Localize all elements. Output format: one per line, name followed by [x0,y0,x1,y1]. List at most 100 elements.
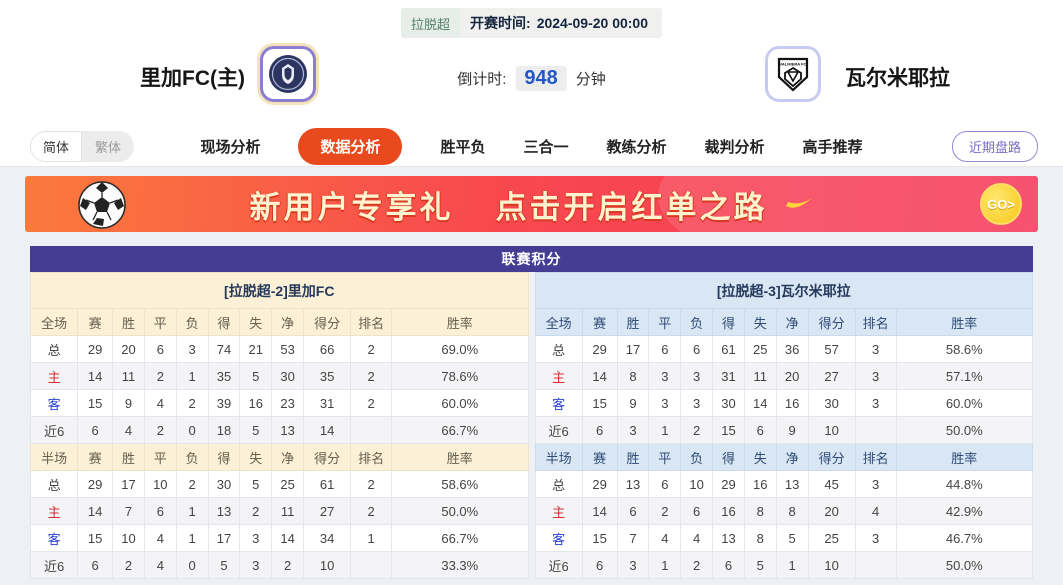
stat-cell: 3 [175,335,209,363]
stat-cell: 0 [175,551,209,579]
stat-cell: 16 [239,389,273,417]
standings-row-home: 主 14 11 2 1 35 5 30 35 2 78.6% [29,362,529,390]
stat-cell: 1 [175,497,209,525]
nav-item[interactable]: 裁判分析 [704,139,765,156]
standings-row-total: 总 29 17 6 6 61 25 36 57 3 58.6% [534,335,1034,363]
lang-toggle[interactable]: 简体 繁体 [30,131,135,162]
stat-cell: 21 [239,335,273,363]
stat-cell: 16 [743,470,777,498]
stat-cell: 14 [77,497,114,525]
stat-cell: 58.6% [895,335,1034,363]
stat-cell: 10 [112,524,145,552]
stat-cell: 15 [581,389,618,417]
standings-row-away: 客 15 9 3 3 30 14 16 30 3 60.0% [534,389,1034,417]
row-label: 客 [29,524,79,552]
recent-trend-button[interactable]: 近期盘路 [951,131,1038,162]
stat-cell: 45 [807,470,856,498]
stat-cell: 60.0% [391,389,529,417]
section-label: 半场 [534,443,583,471]
home-standings-table: [拉脱超-2]里加FC 全场赛胜平负得失净得分 排名 胜率总 29 20 6 3 74 21 53 6… [29,272,529,579]
team-section-header: [拉脱超-3]瓦尔米耶拉 [534,272,1033,309]
stat-cell: 13 [271,416,305,444]
column-header: 排名 [854,443,897,471]
away-standings-table: [拉脱超-3]瓦尔米耶拉 全场赛胜平负得失净得分 排名 胜率总 29 17 6 6 61 25 36… [534,272,1034,579]
stat-cell: 2 [271,551,305,579]
nav-item[interactable]: 胜平负 [440,139,486,156]
stat-cell: 8 [743,524,777,552]
stat-cell: 31 [303,389,352,417]
page-content: 新用户专享礼 点击开启红单之路 GO> 联赛积分 [拉脱超-2]里加FC 全场赛胜… [0,167,1063,585]
row-label: 近6 [29,416,79,444]
stat-cell: 11 [743,362,777,390]
stat-cell: 1 [175,524,209,552]
section-label: 全场 [29,308,79,336]
nav-item[interactable]: 三合一 [523,139,569,156]
stat-cell: 4 [143,389,177,417]
stat-cell: 6 [712,551,745,579]
stat-cell: 15 [77,524,114,552]
column-header: 胜 [112,443,145,471]
league-standings-card: 联赛积分 [拉脱超-2]里加FC 全场赛胜平负得失净得分 排名 胜率总 29 20 6 3 74… [29,246,1034,579]
stat-cell: 9 [616,389,650,417]
home-team-logo [260,46,316,102]
stat-cell: 4 [143,524,177,552]
stat-cell: 8 [775,497,809,525]
column-header: 净 [271,443,305,471]
nav-item[interactable]: 数据分析 [298,128,403,165]
stat-cell: 50.0% [895,551,1034,579]
stat-cell: 6 [77,416,114,444]
promo-banner[interactable]: 新用户专享礼 点击开启红单之路 GO> [25,176,1038,232]
column-header: 得分 [303,443,352,471]
stat-cell: 14 [77,362,114,390]
row-label: 总 [534,470,583,498]
nav-item[interactable]: 高手推荐 [802,139,863,156]
stat-cell: 25 [271,470,305,498]
stat-cell: 46.7% [895,524,1034,552]
stat-cell [854,416,897,444]
stat-cell: 69.0% [391,335,529,363]
standings-row-home: 主 14 7 6 1 13 2 11 27 2 50.0% [29,497,529,525]
stat-cell: 15 [77,389,114,417]
stat-cell: 7 [616,524,650,552]
nav-item[interactable]: 现场分析 [200,139,261,156]
stat-cell: 2 [175,470,209,498]
stat-cell: 25 [743,335,777,363]
stat-cell: 2 [680,416,714,444]
stat-cell: 6 [648,335,682,363]
stat-cell: 30 [271,362,305,390]
stat-cell: 30 [207,470,241,498]
stat-cell [350,551,393,579]
stat-cell: 3 [648,362,682,390]
column-header: 赛 [77,443,114,471]
stat-cell: 3 [239,551,273,579]
banner-go-button[interactable]: GO> [980,183,1022,225]
column-header: 失 [239,308,273,336]
soccer-ball-icon [77,180,127,232]
nav-item[interactable]: 教练分析 [606,139,667,156]
stat-cell: 17 [112,470,145,498]
column-header: 胜 [112,308,145,336]
stat-cell: 35 [303,362,352,390]
standings-row-recent6: 近6 6 3 1 2 6 5 1 10 50.0% [534,551,1034,579]
countdown: 倒计时: 948 分钟 [457,66,606,91]
stat-cell: 8 [743,497,777,525]
column-header: 得 [712,443,745,471]
lang-option[interactable]: 繁体 [95,140,122,155]
column-header: 负 [680,443,714,471]
stat-cell: 5 [743,551,777,579]
stat-cell: 20 [112,335,145,363]
column-header: 净 [271,308,305,336]
banner-text-part2: 点击开启红单之路 [495,189,768,225]
stat-cell: 29 [712,470,745,498]
nav-bar: 简体 繁体 现场分析 数据分析 胜平负 三合一 教练分析 裁判分析 高手推荐 近期盘路 [0,127,1063,167]
stat-cell: 4 [680,524,714,552]
stat-cell: 30 [712,389,745,417]
league-badge: 拉脱超 [401,8,461,38]
lang-option[interactable]: 简体 [30,131,83,162]
stat-cell: 13 [207,497,241,525]
stat-cell: 78.6% [391,362,529,390]
stat-cell: 2 [239,497,273,525]
stat-cell: 30 [807,389,856,417]
column-header: 胜率 [895,443,1034,471]
stat-cell: 6 [616,497,650,525]
